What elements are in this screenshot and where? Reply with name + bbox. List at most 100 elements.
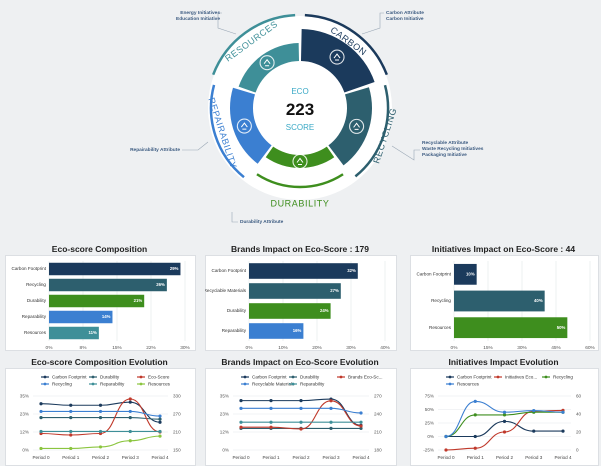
- data-point: [158, 417, 162, 421]
- data-point: [329, 399, 333, 403]
- category-label: Recycling: [431, 298, 451, 303]
- legend-label: Initiatives Eco...: [505, 375, 537, 380]
- legend-label: Recyclable Materials: [252, 382, 295, 387]
- data-point: [69, 403, 73, 407]
- y-left-tick-label: 23%: [20, 412, 29, 417]
- wheel-center: [255, 63, 345, 153]
- data-point: [98, 416, 103, 420]
- bar-title-0: Eco-score Composition: [51, 244, 148, 254]
- data-point: [239, 420, 243, 424]
- bar: [49, 278, 167, 292]
- x-tick-label: Period 1: [62, 455, 80, 460]
- legend-label: Carbon Footprint: [52, 375, 87, 380]
- recycling-segment: [328, 87, 372, 166]
- y-left-tick-label: 35%: [20, 394, 29, 399]
- data-point: [532, 408, 536, 413]
- bar: [454, 290, 545, 312]
- data-point: [158, 434, 162, 438]
- y-left-tick-label: 50%: [425, 407, 434, 412]
- line-title-2: Initiatives Impact Evolution: [448, 357, 559, 367]
- data-point: [444, 434, 448, 439]
- wrench-icon: [236, 118, 252, 134]
- line-title-0: Eco-score Composition Evolution: [31, 357, 168, 367]
- data-point: [69, 416, 73, 420]
- recycling-outer-arc: [354, 84, 390, 178]
- legend-marker: [43, 375, 47, 379]
- repairability-annotation-1: Repairability Attribute: [130, 148, 180, 153]
- data-label: 10%: [466, 271, 475, 276]
- y-left-tick-label: 0%: [22, 448, 29, 453]
- y-right-tick-label: 240: [374, 412, 382, 417]
- x-tick-label: Period 2: [92, 455, 110, 460]
- data-label: 27%: [330, 288, 339, 293]
- data-point: [473, 446, 477, 450]
- x-tick-label: 20%: [312, 345, 322, 351]
- data-point: [473, 399, 477, 403]
- legend-marker: [448, 375, 452, 379]
- legend-marker: [243, 382, 247, 386]
- carbon-annotation-2: Carbon Initiative: [386, 17, 424, 22]
- data-point: [158, 420, 162, 424]
- repairability-segment: [230, 87, 272, 164]
- data-point: [329, 406, 333, 410]
- legend-label: Recycling: [553, 375, 573, 380]
- data-point: [444, 448, 448, 452]
- shield-leaf-icon: [292, 153, 308, 170]
- y-left-tick-label: 75%: [425, 394, 434, 399]
- data-point: [98, 403, 103, 407]
- data-point: [128, 397, 132, 401]
- category-label: Reparability: [22, 314, 47, 319]
- resources-segment: [238, 43, 300, 93]
- y-left-tick-label: 12%: [20, 430, 29, 435]
- repairability-annotation-line: [182, 141, 209, 151]
- y-right-tick-label: 0: [576, 448, 579, 453]
- x-tick-label: Period 2: [496, 455, 514, 460]
- durability-annotation-1: Durability Attribute: [240, 220, 284, 225]
- x-tick-label: Period 3: [525, 455, 543, 460]
- bar: [249, 323, 304, 339]
- data-point: [69, 433, 73, 437]
- bar-title-2: Initiatives Impact on Eco-Score : 44: [431, 244, 576, 254]
- y-left-tick-label: 0%: [427, 434, 434, 439]
- data-point: [128, 439, 132, 443]
- category-label: Carbon Footprint: [12, 266, 47, 271]
- data-point: [39, 402, 43, 406]
- x-tick-label: Period 0: [32, 455, 50, 460]
- eco-score-composition-chart: 0% 8% 15% 22% 30% Carbon Footprint 29% Recyclin…: [12, 261, 191, 351]
- data-point: [502, 410, 507, 414]
- bar: [49, 326, 99, 340]
- legend-marker: [139, 382, 143, 386]
- y-right-tick-label: 150: [173, 448, 181, 453]
- legend-marker: [291, 382, 295, 386]
- data-point: [39, 429, 43, 434]
- bar: [454, 263, 477, 285]
- data-point: [329, 426, 333, 430]
- x-tick-label: Period 4: [554, 455, 572, 460]
- data-point: [299, 406, 303, 410]
- x-tick-label: Period 1: [467, 455, 485, 460]
- category-label: Durability: [227, 308, 247, 313]
- data-point: [359, 424, 363, 428]
- bar-title-1: Brands Impact on Eco-Score : 179: [231, 244, 369, 254]
- data-point: [98, 409, 103, 414]
- x-tick-label: 0%: [451, 345, 459, 351]
- carbon-segment: [300, 29, 375, 93]
- data-point: [299, 427, 303, 431]
- carbon-outer-arc: [304, 13, 388, 76]
- durability-outer-arc: [256, 173, 344, 189]
- data-point: [359, 420, 363, 424]
- y-right-tick-label: 60: [576, 394, 582, 399]
- data-point: [299, 420, 303, 424]
- data-point: [299, 399, 303, 403]
- x-tick-label: Period 0: [232, 455, 250, 460]
- category-label: Reparability: [222, 328, 247, 333]
- series-line: [240, 400, 362, 430]
- legend-label: Carbon Footprint: [457, 375, 492, 380]
- resources-outer-arc: [212, 13, 296, 76]
- y-right-tick-label: 270: [374, 394, 382, 399]
- legend-label: Resources: [148, 382, 171, 387]
- x-tick-label: Period 3: [322, 455, 340, 460]
- data-point: [473, 434, 477, 439]
- legend-marker: [91, 375, 95, 379]
- x-tick-label: Period 3: [122, 455, 140, 460]
